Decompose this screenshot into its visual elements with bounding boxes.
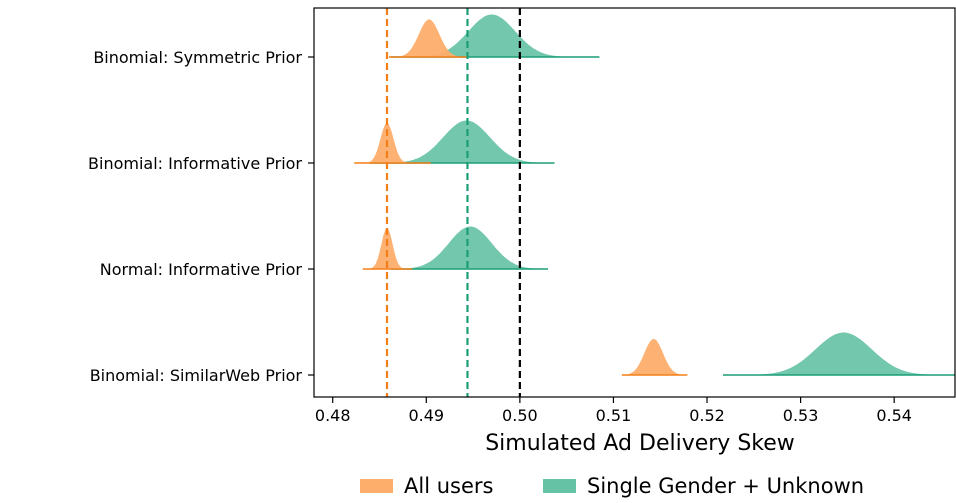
ridge-all-users-0 <box>388 19 469 58</box>
density-area <box>390 226 548 269</box>
reference-lines-layer <box>385 8 521 397</box>
legend-label: All users <box>404 474 493 498</box>
density-area <box>390 14 600 57</box>
y-tick-label: Binomial: Informative Prior <box>88 154 302 173</box>
legend-swatch <box>543 479 576 493</box>
ridge-all-users-3 <box>621 339 688 376</box>
ridge-single-gender-unknown-2 <box>390 226 548 270</box>
x-tick-label: 0.49 <box>408 406 444 425</box>
density-area <box>362 228 413 269</box>
distribution-layer <box>354 14 955 376</box>
x-tick-label: 0.53 <box>783 406 819 425</box>
plot-area-border <box>313 7 956 398</box>
density-area <box>354 123 431 163</box>
density-area <box>621 339 688 375</box>
y-tick-label: Binomial: SimilarWeb Prior <box>90 366 303 385</box>
legend: All users Single Gender + Unknown <box>360 474 864 498</box>
ridge-all-users-2 <box>362 228 413 270</box>
legend-swatch <box>360 479 393 493</box>
density-area <box>722 332 955 375</box>
y-tick-label: Binomial: Symmetric Prior <box>93 48 302 67</box>
legend-label: Single Gender + Unknown <box>587 474 864 498</box>
y-tick-label: Normal: Informative Prior <box>100 260 303 279</box>
y-axis: Binomial: Symmetric Prior Binomial: Infor… <box>88 48 314 385</box>
x-axis: 0.48 0.49 0.50 0.51 0.52 0.53 0.54 <box>315 397 912 425</box>
ridge-single-gender-unknown-3 <box>722 332 955 376</box>
ridge-all-users-1 <box>354 123 431 164</box>
x-tick-label: 0.52 <box>689 406 725 425</box>
density-area <box>370 120 555 163</box>
density-area <box>388 19 469 57</box>
x-tick-label: 0.48 <box>315 406 351 425</box>
x-tick-label: 0.51 <box>596 406 632 425</box>
x-tick-label: 0.50 <box>502 406 538 425</box>
x-axis-title: Simulated Ad Delivery Skew <box>485 431 795 456</box>
x-tick-label: 0.54 <box>876 406 912 425</box>
